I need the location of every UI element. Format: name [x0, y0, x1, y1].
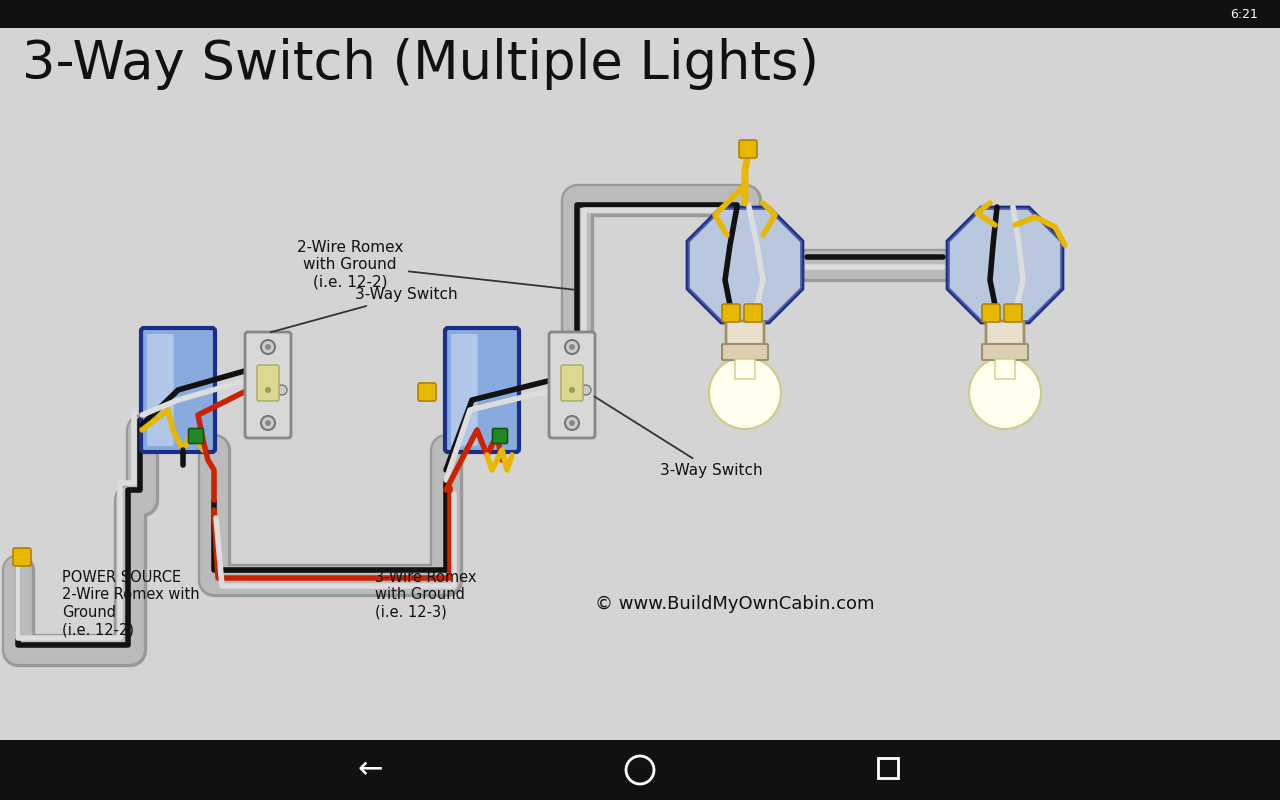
- FancyBboxPatch shape: [13, 548, 31, 566]
- Polygon shape: [947, 208, 1062, 322]
- FancyBboxPatch shape: [493, 429, 507, 443]
- FancyBboxPatch shape: [549, 332, 595, 438]
- FancyBboxPatch shape: [141, 328, 215, 452]
- FancyBboxPatch shape: [561, 365, 582, 401]
- Text: POWER SOURCE
2-Wire Romex with
Ground
(i.e. 12-2): POWER SOURCE 2-Wire Romex with Ground (i…: [61, 570, 200, 637]
- FancyBboxPatch shape: [451, 334, 477, 446]
- FancyBboxPatch shape: [147, 334, 174, 446]
- Text: ←: ←: [357, 755, 383, 785]
- Circle shape: [570, 387, 575, 393]
- Text: 2-Wire Romex
with Ground
(i.e. 12-2): 2-Wire Romex with Ground (i.e. 12-2): [297, 240, 575, 290]
- Circle shape: [564, 340, 579, 354]
- Text: 3-Way Switch (Multiple Lights): 3-Way Switch (Multiple Lights): [22, 38, 819, 90]
- FancyBboxPatch shape: [419, 383, 436, 401]
- Circle shape: [261, 340, 275, 354]
- FancyBboxPatch shape: [722, 304, 740, 322]
- FancyBboxPatch shape: [995, 359, 1015, 379]
- FancyBboxPatch shape: [244, 332, 291, 438]
- FancyBboxPatch shape: [982, 304, 1000, 322]
- Circle shape: [969, 357, 1041, 429]
- Text: 6:21: 6:21: [1230, 7, 1258, 21]
- Circle shape: [570, 420, 575, 426]
- Circle shape: [261, 416, 275, 430]
- FancyBboxPatch shape: [744, 304, 762, 322]
- Circle shape: [570, 344, 575, 350]
- FancyBboxPatch shape: [726, 321, 764, 353]
- FancyBboxPatch shape: [735, 359, 755, 379]
- Circle shape: [265, 387, 271, 393]
- Text: 3-Way Switch: 3-Way Switch: [594, 397, 763, 478]
- FancyBboxPatch shape: [986, 321, 1024, 353]
- Text: 3-Wire Romex
with Ground
(i.e. 12-3): 3-Wire Romex with Ground (i.e. 12-3): [375, 570, 476, 620]
- Bar: [0, 0, 1280, 28]
- Polygon shape: [687, 208, 803, 322]
- Circle shape: [265, 420, 271, 426]
- Bar: [0, 28, 1280, 740]
- FancyBboxPatch shape: [445, 328, 518, 452]
- Polygon shape: [687, 208, 803, 322]
- Text: 3-Way Switch: 3-Way Switch: [270, 287, 458, 332]
- Circle shape: [564, 416, 579, 430]
- Circle shape: [276, 385, 287, 395]
- Circle shape: [709, 357, 781, 429]
- Polygon shape: [947, 208, 1062, 322]
- Text: © www.BuildMyOwnCabin.com: © www.BuildMyOwnCabin.com: [595, 595, 874, 613]
- Circle shape: [581, 385, 591, 395]
- FancyBboxPatch shape: [188, 429, 204, 443]
- FancyBboxPatch shape: [1004, 304, 1021, 322]
- FancyBboxPatch shape: [982, 344, 1028, 360]
- FancyBboxPatch shape: [739, 140, 756, 158]
- Bar: [0, 740, 1280, 800]
- FancyBboxPatch shape: [257, 365, 279, 401]
- Circle shape: [265, 344, 271, 350]
- FancyBboxPatch shape: [722, 344, 768, 360]
- Bar: [878, 758, 899, 778]
